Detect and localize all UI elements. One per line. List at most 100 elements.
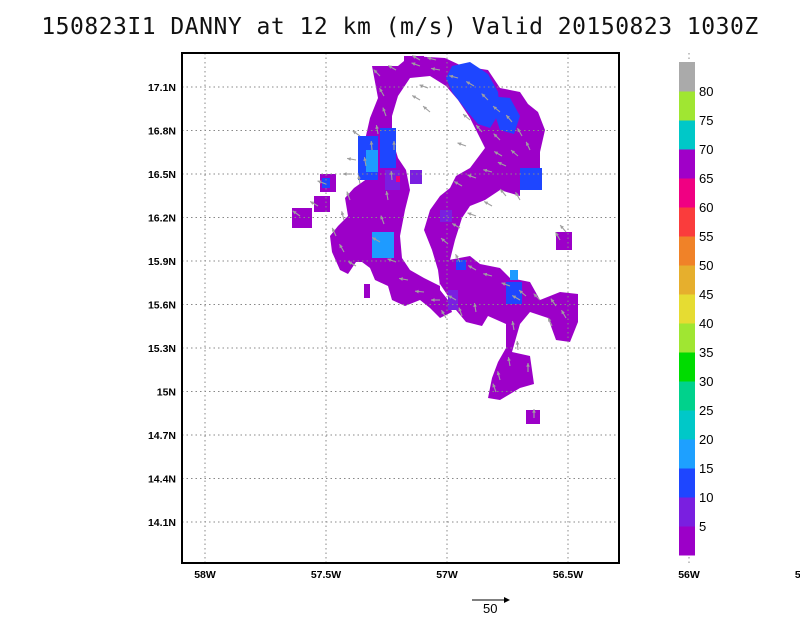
colorbar-segment bbox=[679, 323, 695, 353]
colorbar-segment bbox=[679, 91, 695, 121]
wind-cell bbox=[385, 170, 400, 190]
wind-vector bbox=[515, 340, 520, 351]
lat-tick-label: 14.7N bbox=[148, 430, 176, 442]
wind-vector bbox=[385, 191, 389, 201]
wind-vector bbox=[518, 289, 527, 297]
wind-vector bbox=[387, 65, 397, 71]
colorbar-label: 20 bbox=[699, 432, 713, 447]
wind-vector bbox=[340, 211, 345, 221]
wind-vector bbox=[559, 224, 567, 233]
colorbar-label: 10 bbox=[699, 490, 713, 505]
colorbar-segment bbox=[679, 439, 695, 469]
wind-cell bbox=[520, 168, 542, 190]
colorbar-segment bbox=[679, 149, 695, 179]
wind-vector bbox=[550, 298, 557, 307]
colorbar-segment bbox=[679, 120, 695, 150]
wind-vector bbox=[369, 140, 374, 151]
wind-vector bbox=[496, 371, 501, 381]
wind-vector bbox=[346, 191, 351, 201]
wind-vector bbox=[449, 74, 459, 79]
map-frame bbox=[181, 52, 620, 564]
colorbar-label: 75 bbox=[699, 113, 713, 128]
wind-vector bbox=[411, 62, 421, 67]
wind-vector bbox=[411, 95, 421, 101]
lon-tick-label: 56.5W bbox=[553, 569, 583, 581]
lat-tick-label: 16.5N bbox=[148, 169, 176, 181]
wind-vector bbox=[422, 105, 431, 113]
colorbar-label: 65 bbox=[699, 171, 713, 186]
colorbar-label: 5 bbox=[699, 519, 706, 534]
lon-tick-label: 57.5W bbox=[311, 569, 341, 581]
colorbar-segment bbox=[679, 352, 695, 382]
wind-vector bbox=[467, 212, 477, 217]
wind-vector bbox=[492, 105, 501, 113]
wind-vector bbox=[399, 277, 409, 281]
wind-vector bbox=[347, 157, 357, 161]
colorbar-segment bbox=[679, 178, 695, 208]
wind-cell bbox=[410, 170, 422, 184]
wind-vector bbox=[475, 124, 483, 133]
wind-vector bbox=[339, 243, 345, 253]
wind-vector bbox=[493, 133, 501, 141]
wind-vector bbox=[532, 409, 536, 418]
lat-tick-label: 14.1N bbox=[148, 517, 176, 529]
colorbar-segment bbox=[679, 207, 695, 237]
wind-cell bbox=[448, 290, 458, 310]
wind-vector bbox=[511, 321, 515, 331]
reference-vector-head bbox=[504, 597, 510, 603]
wind-vector bbox=[453, 181, 463, 187]
colorbar-label: 40 bbox=[699, 316, 713, 331]
wind-vector bbox=[501, 282, 511, 287]
wind-vector bbox=[462, 113, 471, 121]
wind-cell bbox=[446, 62, 500, 128]
wind-cell bbox=[380, 128, 396, 168]
wind-cell bbox=[292, 208, 312, 228]
colorbar-label: 35 bbox=[699, 345, 713, 360]
wind-vector bbox=[375, 125, 379, 135]
wind-cell bbox=[456, 260, 466, 270]
colorbar-label: 25 bbox=[699, 403, 713, 418]
wind-cell bbox=[392, 76, 485, 286]
colorbar-label: 55 bbox=[699, 229, 713, 244]
lat-tick-label: 15N bbox=[157, 387, 176, 399]
colorbar-label: 80 bbox=[699, 84, 713, 99]
wind-vector bbox=[414, 289, 425, 294]
wind-vector bbox=[492, 383, 497, 393]
wind-cell bbox=[438, 256, 578, 400]
wind-vector bbox=[455, 253, 461, 263]
colorbar-label: 45 bbox=[699, 287, 713, 302]
wind-cell bbox=[556, 232, 572, 250]
colorbar-segment bbox=[679, 468, 695, 498]
wind-vector bbox=[467, 265, 477, 271]
wind-vector bbox=[431, 67, 441, 71]
wind-cell bbox=[364, 284, 370, 298]
lat-tick-label: 15.9N bbox=[148, 256, 176, 268]
wind-cell bbox=[372, 232, 394, 258]
wind-cell bbox=[440, 210, 452, 222]
colorbar-label: 70 bbox=[699, 142, 713, 157]
wind-vector bbox=[465, 81, 475, 87]
lat-tick-label: 14.4N bbox=[148, 474, 176, 486]
wind-cell bbox=[488, 96, 520, 134]
colorbar-segment bbox=[679, 294, 695, 324]
colorbar-label: 50 bbox=[699, 258, 713, 273]
wind-vector bbox=[457, 142, 467, 147]
wind-vector bbox=[467, 174, 477, 179]
colorbar-segment bbox=[679, 265, 695, 295]
wind-vector bbox=[525, 141, 531, 151]
lon-tick-label: 57W bbox=[436, 569, 458, 581]
colorbar-segment bbox=[679, 62, 695, 92]
colorbar-segment bbox=[679, 410, 695, 440]
colorbar-segment bbox=[679, 526, 695, 556]
colorbar-segment bbox=[679, 236, 695, 266]
lat-tick-label: 15.6N bbox=[148, 300, 176, 312]
latitude-labels: 17.1N 16.8N 16.5N 16.2N 15.9N 15.6N 15.3N 15N 14… bbox=[148, 82, 176, 529]
wind-vector bbox=[493, 151, 503, 157]
wind-vector bbox=[380, 215, 385, 225]
wind-vector bbox=[352, 130, 361, 137]
wind-vector bbox=[511, 295, 521, 301]
colorbar-label: 15 bbox=[699, 461, 713, 476]
wind-vector bbox=[419, 84, 429, 89]
